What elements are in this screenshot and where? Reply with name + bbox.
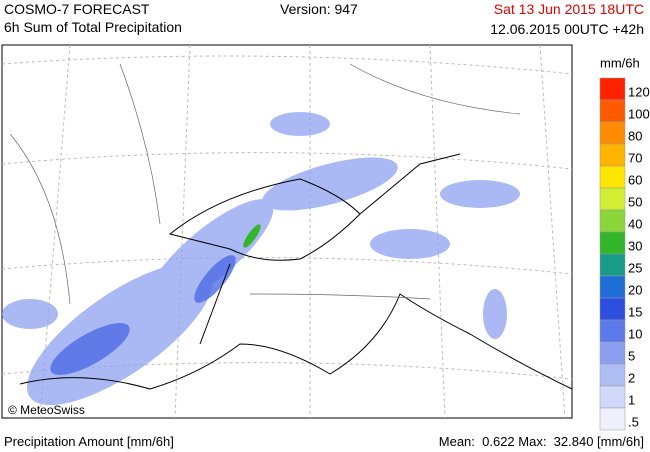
legend-label: 60 [628,172,642,187]
legend-label: .5 [628,414,639,429]
run-time: 12.06.2015 00UTC +42h [490,21,644,37]
legend-swatch [599,363,626,387]
footer-right: Mean: 0.622 Max: 32.840 [mm/6h] [438,434,644,449]
copyright: © MeteoSwiss [8,403,85,417]
legend-label: 120 [628,84,650,99]
legend-swatch [599,385,626,409]
legend-swatch [599,341,626,365]
rivers [9,63,521,305]
legend-label: 50 [628,194,642,209]
valid-time: Sat 13 Jun 2015 18UTC [493,1,644,17]
legend-swatch [599,165,626,189]
precipitation-core [50,255,236,375]
legend-label: 30 [628,238,642,253]
legend-swatch [599,231,626,255]
legend-label: 20 [628,282,642,297]
version: Version: 947 [280,1,358,17]
legend-label: 5 [628,348,635,363]
legend-swatch [599,121,626,145]
legend-label: 25 [628,260,642,275]
subtitle: 6h Sum of Total Precipitation [4,19,182,35]
legend-label: 100 [628,106,650,121]
legend-label: 70 [628,150,642,165]
legend-label: 80 [628,128,642,143]
map: © MeteoSwiss [1,44,573,419]
graticule [1,44,573,419]
legend-label: 15 [628,304,642,319]
legend-swatch [599,319,626,343]
footer-left: Precipitation Amount [mm/6h] [4,434,174,449]
precipitation-max [243,224,261,248]
legend: mm/6h 120 100 80 70 60 50 40 30 25 20 15 10 5 2 1 .5 [599,55,650,431]
legend-swatch [599,77,626,101]
legend-swatch [599,253,626,277]
legend-label: 1 [628,392,635,407]
legend-unit: mm/6h [600,55,640,70]
legend-swatch [599,99,626,123]
legend-swatch [599,407,626,431]
legend-swatch [599,275,626,299]
legend-swatch [599,297,626,321]
legend-swatch [599,209,626,233]
legend-swatch [599,143,626,167]
legend-label: 40 [628,216,642,231]
legend-label: 2 [628,370,635,385]
title: COSMO-7 FORECAST [4,1,150,17]
legend-label: 10 [628,326,642,341]
borders [19,153,573,390]
legend-swatch [599,187,626,211]
